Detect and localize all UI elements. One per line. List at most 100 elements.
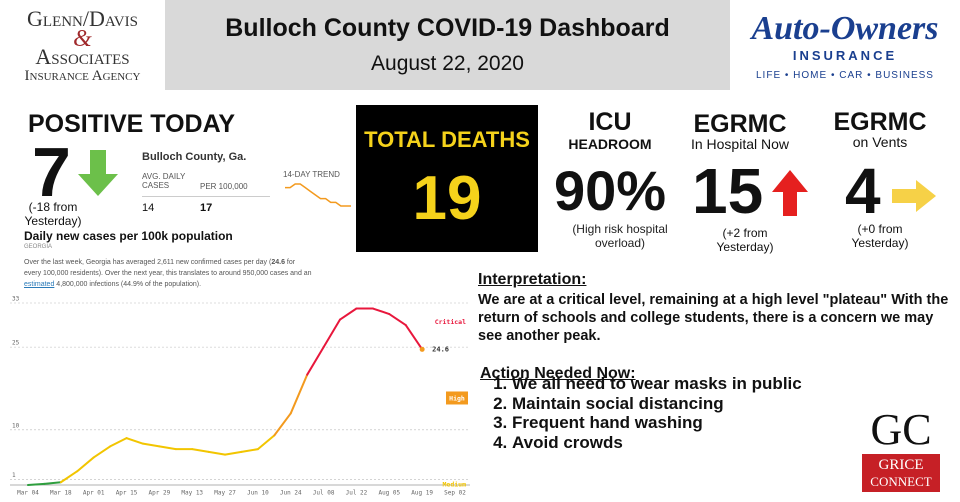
icu-title: ICU (588, 108, 632, 136)
value-label: 24.6 (432, 345, 449, 353)
vents-title: EGRMC (833, 108, 927, 136)
grice-text: GRICE (878, 457, 924, 473)
positive-value: 7 (32, 133, 71, 211)
right-arrow (892, 180, 936, 212)
action-item: Avoid crowds (512, 433, 802, 453)
zone-label: Critical (435, 318, 466, 326)
grice-mark: GC (870, 405, 932, 454)
text: 4,800,000 infections (44.9% of the popul… (54, 281, 202, 288)
line-segment (43, 481, 62, 485)
logo-text: Glenn/Davis (27, 6, 138, 31)
line-segment (158, 445, 177, 451)
action-item: Frequent hand washing (512, 413, 802, 433)
val: 14 (142, 202, 155, 214)
x-tick-label: Apr 01 (83, 490, 105, 497)
x-tick-label: Sep 02 (444, 490, 466, 497)
line-segment (207, 450, 227, 456)
line-segment (109, 437, 128, 448)
interp-text: We are at a critical level, remaining at… (478, 292, 949, 344)
line-segment (371, 307, 391, 316)
trend-chart (285, 183, 351, 207)
line-segment (388, 313, 407, 327)
left-logo: Glenn/Davis & Associates Insurance Agenc… (0, 0, 165, 90)
action-item: We all need to wear masks in public (512, 374, 802, 394)
line-segment (256, 434, 276, 451)
link[interactable]: estimated (24, 281, 55, 288)
x-tick-label: Aug 05 (378, 490, 400, 497)
line-segment (322, 318, 342, 349)
line-segment (224, 450, 243, 456)
line-segment (289, 373, 309, 415)
deaths-box: TOTAL DEATHS 19 (356, 105, 538, 252)
vents-subtitle: on Vents (852, 134, 908, 150)
line-segment (59, 470, 79, 484)
zone-label: High (449, 394, 465, 402)
icu-subtitle: HEADROOM (568, 136, 652, 152)
logo-tagline: LIFE • HOME • CAR • BUSINESS (756, 70, 934, 81)
line-segment (240, 448, 259, 453)
region: GEORGIA (24, 244, 53, 250)
logo-text: Associates (35, 44, 130, 69)
col-label: PER 100,000 (200, 182, 248, 191)
action-title: Action Needed Now: (480, 365, 636, 382)
interp-title: Interpretation: (478, 271, 587, 288)
x-tick-label: Apr 29 (149, 490, 171, 497)
x-tick-label: Jun 10 (247, 490, 269, 497)
icu-value: 90% (553, 159, 667, 222)
line-segment (339, 307, 358, 321)
line-segment (191, 448, 210, 453)
hosp-subtitle: In Hospital Now (690, 136, 790, 152)
x-tick-label: Jul 08 (313, 490, 335, 497)
down-arrow (78, 150, 118, 196)
y-tick-label: 10 (12, 422, 20, 429)
text: Over the last week, Georgia has averaged… (24, 259, 272, 266)
x-tick-label: Aug 19 (411, 490, 433, 497)
x-tick-label: Mar 18 (50, 490, 72, 497)
right-logo: Auto-Owners INSURANCE LIFE • HOME • CAR … (730, 0, 960, 90)
line-segment (92, 445, 112, 459)
x-tick-label: May 27 (214, 490, 236, 497)
zone-tag (446, 391, 468, 405)
positive-title: POSITIVE TODAY (28, 110, 236, 138)
hosp-value: 15 (692, 155, 764, 227)
date: August 22, 2020 (371, 52, 524, 75)
positive-change: (-18 from Yesterday) (24, 200, 82, 228)
line-segment (125, 437, 144, 445)
divider (142, 196, 270, 197)
chart: 1 10 25 33 Mar 04 Mar 18 Apr 01 Apr 15 Apr 29 May… (10, 296, 470, 497)
y-tick-label: 25 (12, 340, 20, 347)
line-segment (404, 324, 424, 351)
county: Bulloch County, Ga. (142, 151, 247, 163)
x-tick-label: May 13 (181, 490, 203, 497)
end-point (419, 346, 425, 352)
title: Bulloch County COVID-19 Dashboard (225, 14, 670, 42)
val: 17 (200, 202, 213, 214)
x-tick-label: Jun 24 (280, 490, 302, 497)
y-tick-label: 1 (12, 472, 16, 479)
col-label: AVG. DAILY CASES (142, 172, 186, 190)
grice-text: CONNECT (870, 474, 932, 489)
grice-box: GRICE CONNECT (862, 454, 940, 492)
x-tick-label: Jul 22 (346, 490, 368, 497)
georgia-title: Daily new cases per 100k population (24, 229, 233, 243)
logo-sub: INSURANCE (792, 48, 898, 63)
grice-logo: GC GRICE CONNECT (858, 404, 944, 496)
text: 24.6 (271, 259, 285, 266)
trend-label: 14-DAY TREND (283, 170, 340, 179)
action-item: Maintain social distancing (512, 394, 802, 414)
y-tick-label: 33 (12, 296, 20, 303)
line-segment (273, 412, 292, 437)
logo-text: Insurance Agency (24, 68, 141, 84)
up-arrow (772, 170, 808, 216)
header-band: Bulloch County COVID-19 Dashboard August… (165, 0, 730, 90)
x-tick-label: Apr 15 (116, 490, 138, 497)
logo-amp: & (73, 26, 92, 52)
line-segment (76, 456, 95, 473)
vents-note: (+0 from Yesterday) (851, 222, 909, 250)
deaths-title: TOTAL DEATHS (364, 127, 530, 152)
x-tick-label: Mar 04 (17, 490, 39, 497)
trend-line (285, 183, 351, 207)
vents-value: 4 (845, 155, 881, 227)
logo-name: Auto-Owners (751, 10, 939, 47)
